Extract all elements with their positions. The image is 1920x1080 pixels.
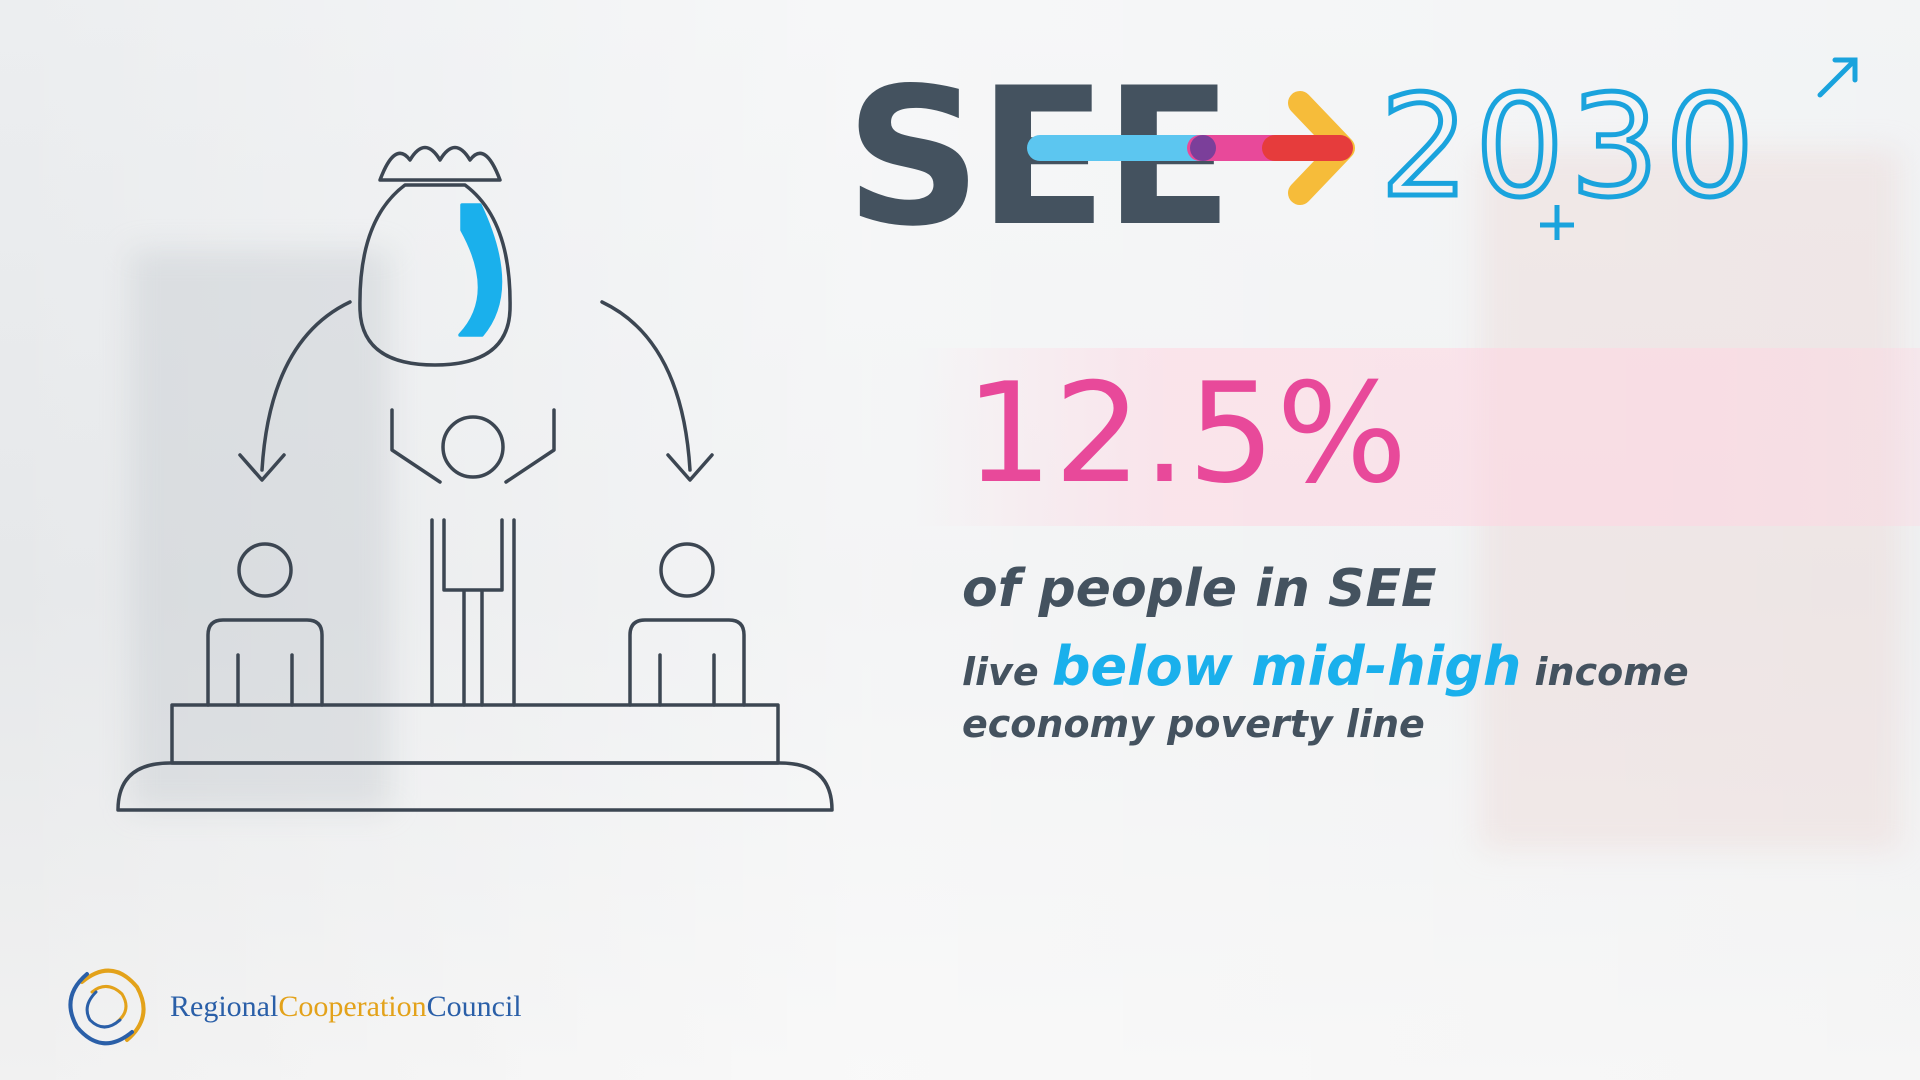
statistic-highlight-band — [915, 348, 1920, 526]
rcc-name-part1: Regional — [170, 990, 279, 1023]
center-person-icon — [390, 408, 556, 707]
statistic-line-1: of people in SEE — [962, 559, 1437, 619]
left-arc-arrow — [260, 300, 352, 472]
mars-symbol-icon — [1817, 57, 1858, 98]
see-2030-logo: SEE 2030 — [845, 55, 1858, 255]
right-person-icon — [628, 542, 746, 707]
money-bag-distribution-illustration — [116, 145, 834, 812]
left-person-icon — [206, 542, 324, 707]
rcc-logo: RegionalCooperationCouncil — [62, 962, 582, 1052]
rcc-name: RegionalCooperationCouncil — [170, 990, 522, 1024]
rcc-swirl-icon — [68, 968, 146, 1046]
podium-icon — [116, 703, 834, 812]
rcc-name-part3: Council — [426, 990, 522, 1023]
money-bag-icon — [358, 145, 512, 367]
statistic-value: 12.5% — [965, 353, 1409, 514]
statistic-line-2: live below mid-high income — [962, 640, 1689, 694]
statistic-line-2-post: income — [1521, 650, 1689, 694]
statistic-line-2-pre: live — [962, 650, 1052, 694]
statistic-highlight: below mid-high — [1051, 635, 1522, 698]
rcc-name-part2: Cooperation — [278, 990, 427, 1023]
logo-arrow-icon — [1027, 91, 1355, 205]
statistic-line-3: economy poverty line — [962, 702, 1425, 746]
right-arc-arrow — [600, 300, 692, 472]
venus-symbol-icon — [1540, 205, 1574, 240]
logo-2030-text: 2030 — [1380, 66, 1760, 229]
